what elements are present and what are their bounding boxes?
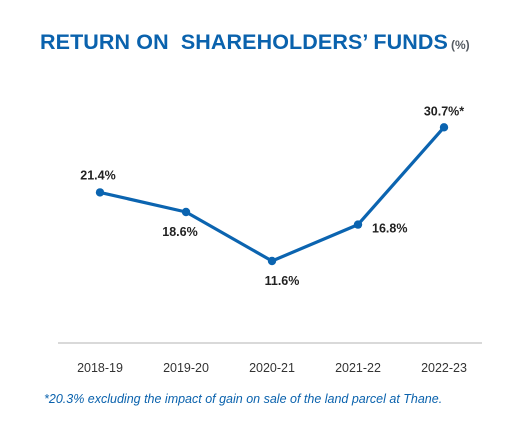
data-label-2019-20: 18.6% bbox=[162, 225, 197, 239]
series-line bbox=[98, 125, 446, 263]
x-tick-label-2018-19: 2018-19 bbox=[77, 361, 123, 375]
x-tick-label-2021-22: 2021-22 bbox=[335, 361, 381, 375]
x-tick-label-2020-21: 2020-21 bbox=[249, 361, 295, 375]
data-label-2020-21: 11.6% bbox=[265, 274, 300, 288]
data-label-2022-23: 30.7%* bbox=[424, 104, 464, 118]
data-label-2021-22: 16.8% bbox=[372, 222, 407, 236]
chart-footnote: *20.3% excluding the impact of gain on s… bbox=[44, 392, 443, 406]
x-tick-label-2019-20: 2019-20 bbox=[163, 361, 209, 375]
data-point-2020-21 bbox=[267, 256, 277, 266]
data-point-2018-19 bbox=[95, 188, 105, 197]
data-point-2022-23 bbox=[439, 123, 449, 132]
data-point-2019-20 bbox=[181, 207, 191, 217]
chart-title-text: RETURN ON SHAREHOLDERS’ FUNDS bbox=[40, 30, 448, 54]
chart-title: RETURN ON SHAREHOLDERS’ FUNDS (%) bbox=[40, 30, 470, 55]
data-point-2021-22 bbox=[353, 220, 363, 229]
chart-title-unit: (%) bbox=[450, 38, 470, 52]
x-tick-label-2022-23: 2022-23 bbox=[421, 361, 467, 375]
data-label-2018-19: 21.4% bbox=[80, 168, 115, 182]
